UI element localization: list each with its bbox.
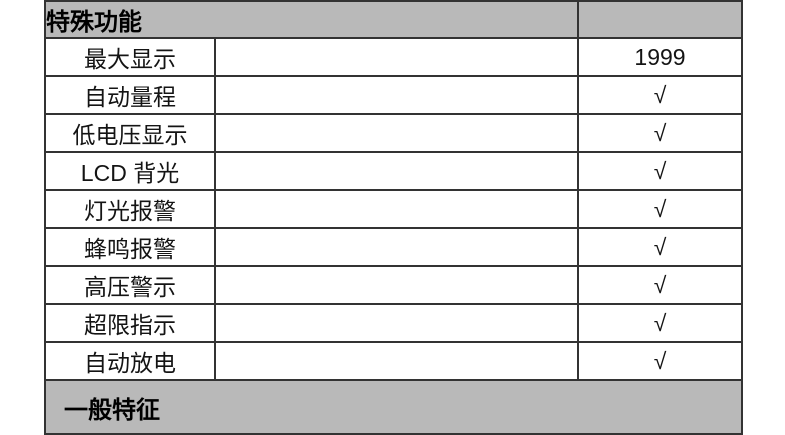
table-row: LCD 背光 √ bbox=[44, 151, 743, 191]
table-row: 自动放电 √ bbox=[44, 341, 743, 381]
table-row: 超限指示 √ bbox=[44, 303, 743, 343]
row-detail-cell bbox=[214, 227, 579, 267]
table-row: 灯光报警 √ bbox=[44, 189, 743, 229]
row-value: √ bbox=[577, 151, 743, 191]
row-detail-cell bbox=[214, 37, 579, 77]
row-label: LCD 背光 bbox=[44, 151, 216, 191]
row-value: √ bbox=[577, 75, 743, 115]
row-value: √ bbox=[577, 341, 743, 381]
row-label: 蜂鸣报警 bbox=[44, 227, 216, 267]
row-value: √ bbox=[577, 265, 743, 305]
row-detail-cell bbox=[214, 189, 579, 229]
row-value: √ bbox=[577, 189, 743, 229]
row-label: 自动量程 bbox=[44, 75, 216, 115]
row-detail-cell bbox=[214, 303, 579, 343]
row-label: 高压警示 bbox=[44, 265, 216, 305]
section-footer-title: 一般特征 bbox=[44, 379, 743, 435]
section-header-value-cell bbox=[577, 0, 743, 39]
table-row: 最大显示 1999 bbox=[44, 37, 743, 77]
spec-table: 特殊功能 最大显示 1999 自动量程 √ 低电压显示 √ LCD 背光 √ 灯… bbox=[44, 0, 743, 435]
row-value: 1999 bbox=[577, 37, 743, 77]
row-detail-cell bbox=[214, 265, 579, 305]
table-row: 蜂鸣报警 √ bbox=[44, 227, 743, 267]
row-label: 最大显示 bbox=[44, 37, 216, 77]
row-detail-cell bbox=[214, 113, 579, 153]
row-value: √ bbox=[577, 303, 743, 343]
row-value: √ bbox=[577, 113, 743, 153]
row-label: 超限指示 bbox=[44, 303, 216, 343]
table-row: 自动量程 √ bbox=[44, 75, 743, 115]
row-label: 灯光报警 bbox=[44, 189, 216, 229]
row-value: √ bbox=[577, 227, 743, 267]
row-detail-cell bbox=[214, 75, 579, 115]
table-row: 低电压显示 √ bbox=[44, 113, 743, 153]
row-label: 自动放电 bbox=[44, 341, 216, 381]
row-detail-cell bbox=[214, 151, 579, 191]
row-label: 低电压显示 bbox=[44, 113, 216, 153]
row-detail-cell bbox=[214, 341, 579, 381]
table-row: 高压警示 √ bbox=[44, 265, 743, 305]
section-footer-row: 一般特征 bbox=[44, 379, 743, 435]
section-header-row: 特殊功能 bbox=[44, 0, 743, 39]
section-header-title: 特殊功能 bbox=[44, 0, 579, 39]
